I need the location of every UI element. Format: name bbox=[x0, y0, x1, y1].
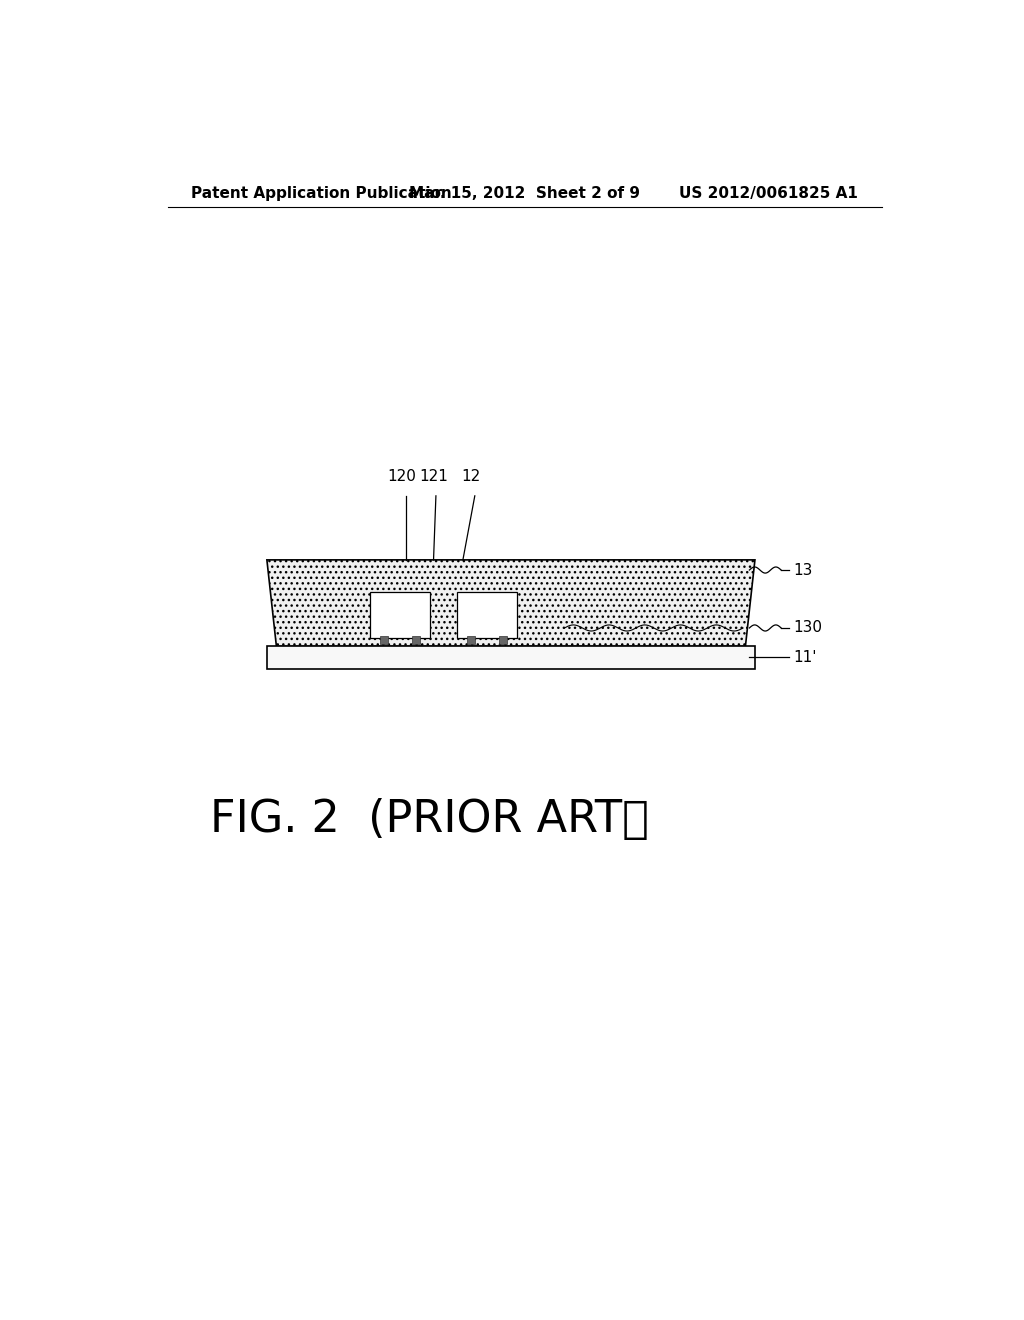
Text: 13: 13 bbox=[793, 562, 812, 578]
Bar bbox=[412, 636, 420, 644]
Polygon shape bbox=[267, 560, 755, 647]
Bar bbox=[267, 647, 755, 669]
Bar bbox=[370, 593, 430, 638]
Bar bbox=[458, 593, 517, 638]
Text: 130: 130 bbox=[793, 620, 822, 635]
Bar bbox=[380, 636, 387, 644]
Bar bbox=[500, 636, 507, 644]
Text: 120: 120 bbox=[387, 469, 416, 483]
Text: 12: 12 bbox=[461, 469, 480, 483]
Bar bbox=[467, 636, 475, 644]
Text: 121: 121 bbox=[419, 469, 447, 483]
Text: US 2012/0061825 A1: US 2012/0061825 A1 bbox=[679, 186, 858, 202]
Text: FIG. 2  (PRIOR ART）: FIG. 2 (PRIOR ART） bbox=[210, 797, 649, 841]
Text: Mar. 15, 2012  Sheet 2 of 9: Mar. 15, 2012 Sheet 2 of 9 bbox=[410, 186, 640, 202]
Text: 11': 11' bbox=[793, 649, 816, 665]
Text: Patent Application Publication: Patent Application Publication bbox=[191, 186, 453, 202]
